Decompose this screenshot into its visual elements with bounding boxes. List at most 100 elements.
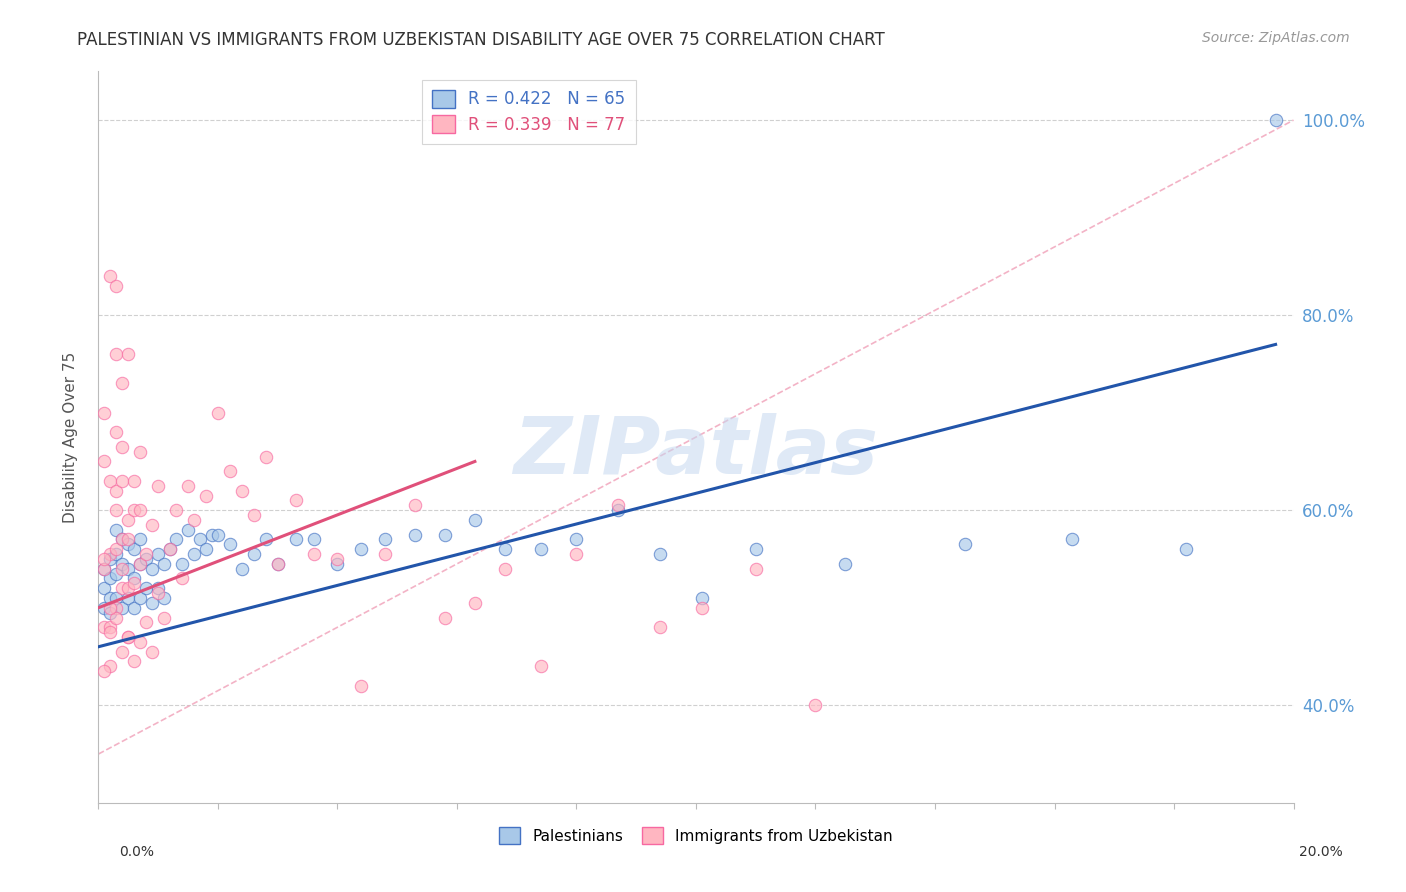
Point [284, 533, 307, 547]
Point [111, 376, 134, 391]
Point [141, 517, 163, 532]
Point [530, 542, 553, 557]
Point [98, 606, 122, 620]
Point [105, 600, 128, 615]
Point [494, 562, 516, 576]
Point [105, 591, 128, 605]
Point [302, 533, 325, 547]
Point [105, 566, 128, 581]
Point [565, 547, 588, 561]
Point [93, 552, 115, 566]
Point [135, 547, 157, 561]
Point [93, 454, 115, 468]
Point [124, 600, 146, 615]
Point [111, 557, 134, 571]
Point [129, 557, 152, 571]
Point [153, 610, 176, 624]
Point [159, 542, 181, 557]
Point [129, 503, 152, 517]
Point [135, 581, 157, 595]
Point [1062, 533, 1084, 547]
Legend: Palestinians, Immigrants from Uzbekistan: Palestinians, Immigrants from Uzbekistan [494, 822, 898, 850]
Point [607, 503, 630, 517]
Point [93, 406, 115, 420]
Point [111, 533, 134, 547]
Point [117, 513, 139, 527]
Point [404, 527, 426, 541]
Point [93, 562, 115, 576]
Point [153, 557, 176, 571]
Point [117, 562, 139, 576]
Point [98, 591, 122, 605]
Point [124, 572, 146, 586]
Point [111, 474, 134, 488]
Point [201, 527, 224, 541]
Point [434, 610, 457, 624]
Point [188, 533, 211, 547]
Point [464, 513, 486, 527]
Point [93, 581, 115, 595]
Point [231, 483, 253, 498]
Point [254, 533, 277, 547]
Point [159, 542, 181, 557]
Point [98, 659, 122, 673]
Point [219, 464, 242, 478]
Point [165, 533, 187, 547]
Point [1175, 542, 1198, 557]
Point [243, 508, 266, 522]
Point [117, 630, 139, 644]
Point [374, 533, 396, 547]
Point [195, 489, 218, 503]
Point [93, 620, 115, 634]
Point [98, 474, 122, 488]
Point [530, 659, 553, 673]
Point [111, 600, 134, 615]
Point [1264, 113, 1286, 128]
Point [124, 503, 146, 517]
Point [690, 600, 713, 615]
Point [243, 547, 266, 561]
Point [98, 547, 122, 561]
Point [148, 581, 170, 595]
Point [135, 615, 157, 630]
Y-axis label: Disability Age Over 75: Disability Age Over 75 [63, 351, 77, 523]
Point [745, 562, 768, 576]
Point [650, 620, 672, 634]
Point [98, 552, 122, 566]
Point [111, 533, 134, 547]
Point [231, 562, 253, 576]
Point [177, 523, 200, 537]
Point [111, 645, 134, 659]
Point [690, 591, 713, 605]
Point [745, 542, 768, 557]
Point [195, 542, 218, 557]
Point [650, 547, 672, 561]
Point [124, 576, 146, 591]
Point [953, 537, 976, 551]
Point [135, 552, 157, 566]
Point [124, 654, 146, 668]
Point [93, 600, 115, 615]
Point [165, 503, 187, 517]
Point [117, 581, 139, 595]
Point [494, 542, 516, 557]
Point [302, 547, 325, 561]
Point [804, 698, 827, 713]
Point [254, 450, 277, 464]
Point [105, 523, 128, 537]
Point [834, 557, 856, 571]
Point [93, 562, 115, 576]
Point [117, 533, 139, 547]
Point [183, 547, 205, 561]
Point [124, 542, 146, 557]
Text: 20.0%: 20.0% [1299, 845, 1343, 859]
Point [129, 533, 152, 547]
Point [141, 562, 163, 576]
Point [267, 557, 290, 571]
Point [117, 591, 139, 605]
Point [464, 596, 486, 610]
Point [105, 610, 128, 624]
Point [129, 635, 152, 649]
Point [98, 600, 122, 615]
Point [153, 591, 176, 605]
